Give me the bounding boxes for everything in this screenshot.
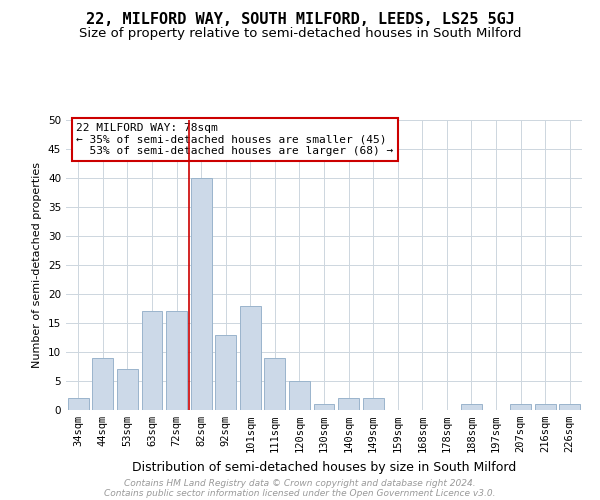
Bar xyxy=(559,404,580,410)
X-axis label: Distribution of semi-detached houses by size in South Milford: Distribution of semi-detached houses by … xyxy=(132,460,516,473)
Y-axis label: Number of semi-detached properties: Number of semi-detached properties xyxy=(32,162,43,368)
Bar xyxy=(535,404,556,410)
Text: 22, MILFORD WAY, SOUTH MILFORD, LEEDS, LS25 5GJ: 22, MILFORD WAY, SOUTH MILFORD, LEEDS, L… xyxy=(86,12,514,28)
Bar xyxy=(240,306,261,410)
Text: Size of property relative to semi-detached houses in South Milford: Size of property relative to semi-detach… xyxy=(79,28,521,40)
Bar xyxy=(314,404,334,410)
Text: 22 MILFORD WAY: 78sqm
← 35% of semi-detached houses are smaller (45)
  53% of se: 22 MILFORD WAY: 78sqm ← 35% of semi-deta… xyxy=(76,123,394,156)
Bar xyxy=(461,404,482,410)
Bar xyxy=(362,398,383,410)
Bar xyxy=(68,398,89,410)
Text: Contains HM Land Registry data © Crown copyright and database right 2024.: Contains HM Land Registry data © Crown c… xyxy=(124,478,476,488)
Bar xyxy=(265,358,286,410)
Bar xyxy=(338,398,359,410)
Bar xyxy=(215,334,236,410)
Bar xyxy=(142,312,163,410)
Bar xyxy=(117,370,138,410)
Text: Contains public sector information licensed under the Open Government Licence v3: Contains public sector information licen… xyxy=(104,488,496,498)
Bar xyxy=(191,178,212,410)
Bar xyxy=(289,381,310,410)
Bar xyxy=(510,404,531,410)
Bar xyxy=(92,358,113,410)
Bar xyxy=(166,312,187,410)
